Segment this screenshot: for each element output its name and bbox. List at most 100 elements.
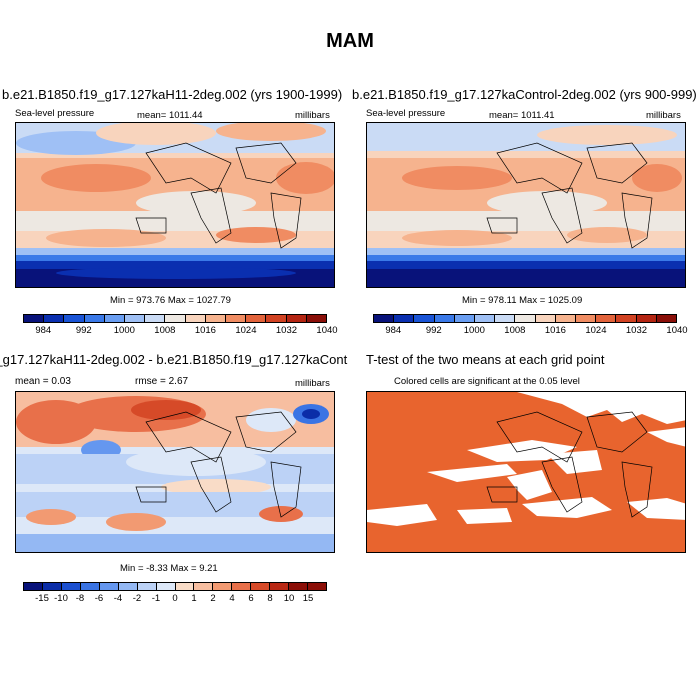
slp-map-control-field <box>367 123 685 287</box>
colorbar-tick-label: 6 <box>248 593 254 604</box>
colorbar-tick-label: 15 <box>302 593 314 604</box>
colorbar-tick-label: 1016 <box>544 325 566 336</box>
colorbar-swatch <box>555 315 577 322</box>
colorbar-swatch <box>394 315 415 322</box>
colorbar-swatch <box>232 583 252 590</box>
slp-diff-map-field <box>16 392 334 552</box>
colorbar-tick-label: 1000 <box>113 325 135 336</box>
colorbar-tick-label: 1 <box>191 593 197 604</box>
colorbar-labels-top-left: 984 992 1000 1008 1016 1024 1032 1040 <box>23 325 337 337</box>
colorbar-tick-label: 1016 <box>194 325 216 336</box>
ttest-significance-field <box>367 392 685 552</box>
colorbar-swatch <box>156 583 176 590</box>
panel-title-top-left: b.e21.B1850.f19_g17.127kaH11-2deg.002 (y… <box>2 87 343 102</box>
colorbar-swatch <box>515 315 536 322</box>
colorbar-swatch <box>80 583 100 590</box>
colorbar-tick-label: 984 <box>35 325 52 336</box>
colorbar-tick-label: 1040 <box>316 325 338 336</box>
colorbar-swatch <box>495 315 516 322</box>
colorbar-swatch <box>374 315 395 322</box>
colorbar-swatch <box>84 315 105 322</box>
colorbar-tick-label: -2 <box>132 593 142 604</box>
variable-label-top-left: Sea-level pressure <box>15 108 95 119</box>
colorbar-swatch <box>99 583 119 590</box>
colorbar-swatch <box>104 315 126 322</box>
mean-label-top-left: mean= 1011.44 <box>137 110 203 121</box>
minmax-top-right: Min = 978.11 Max = 1025.09 <box>462 295 583 306</box>
colorbar-tick-label: 992 <box>75 325 92 336</box>
colorbar-labels-bottom-left: -15 -10 -8 -6 -4 -2 -1 0 1 2 4 6 8 10 15 <box>23 593 327 605</box>
significant-cells <box>367 392 685 552</box>
diff-mean-label: mean = 0.03 <box>15 376 71 387</box>
colorbar-top-right <box>373 314 677 323</box>
slp-diff-map <box>15 391 335 553</box>
colorbar-tick-label: 1024 <box>235 325 257 336</box>
panel-subtitle-bottom-right: Colored cells are significant at the 0.0… <box>394 376 580 387</box>
colorbar-swatch <box>246 315 267 322</box>
colorbar-swatch <box>185 315 206 322</box>
colorbar-swatch <box>42 583 62 590</box>
colorbar-swatch <box>24 583 43 590</box>
panel-title-bottom-left: b.e21.B1850.f19_g17.127kaH11-2deg.002 - … <box>0 352 348 367</box>
colorbar-swatch <box>414 315 435 322</box>
colorbar-swatch <box>308 583 326 590</box>
colorbar-tick-label: -4 <box>113 593 123 604</box>
panel-title-bottom-left-clip: b.e21.B1850.f19_g17.127kaH11-2deg.002 - … <box>0 352 348 370</box>
colorbar-swatch <box>44 315 65 322</box>
minmax-top-left: Min = 973.76 Max = 1027.79 <box>110 295 231 306</box>
colorbar-bottom-left <box>23 582 327 591</box>
colorbar-tick-label: 1000 <box>463 325 485 336</box>
colorbar-swatch <box>137 583 157 590</box>
panel-title-bottom-right: T-test of the two means at each grid poi… <box>366 352 605 367</box>
colorbar-tick-label: 2 <box>210 593 216 604</box>
colorbar-tick-label: 8 <box>267 593 273 604</box>
minmax-bottom-left: Min = -8.33 Max = 9.21 <box>120 563 218 574</box>
colorbar-tick-label: -6 <box>94 593 104 604</box>
colorbar-swatch <box>251 583 271 590</box>
mean-label-top-right: mean= 1011.41 <box>489 110 555 121</box>
figure-title: MAM <box>326 30 374 52</box>
colorbar-swatch <box>286 315 307 322</box>
variable-label-top-right: Sea-level pressure <box>366 108 446 119</box>
colorbar-swatch <box>454 315 476 322</box>
colorbar-tick-label: 984 <box>385 325 402 336</box>
slp-map-control <box>366 122 686 288</box>
colorbar-swatch <box>266 315 287 322</box>
colorbar-tick-label: 1032 <box>275 325 298 336</box>
colorbar-swatch <box>656 315 677 322</box>
colorbar-swatch <box>226 315 247 322</box>
colorbar-tick-label: 10 <box>283 593 295 604</box>
colorbar-tick-label: 992 <box>425 325 442 336</box>
colorbar-tick-label: -1 <box>151 593 161 604</box>
colorbar-swatch <box>205 315 227 322</box>
colorbar-swatch <box>289 583 309 590</box>
colorbar-swatch <box>213 583 233 590</box>
colorbar-swatch <box>596 315 617 322</box>
colorbar-tick-label: 1008 <box>154 325 176 336</box>
colorbar-tick-label: -10 <box>54 593 68 604</box>
colorbar-swatch <box>118 583 138 590</box>
colorbar-swatch <box>306 315 327 322</box>
colorbar-tick-label: -8 <box>75 593 85 604</box>
colorbar-swatch <box>61 583 81 590</box>
panel-title-top-right: b.e21.B1850.f19_g17.127kaControl-2deg.00… <box>352 87 697 102</box>
colorbar-swatch <box>64 315 85 322</box>
colorbar-swatch <box>24 315 45 322</box>
colorbar-tick-label: 1032 <box>625 325 648 336</box>
colorbar-swatch <box>576 315 597 322</box>
colorbar-swatch <box>434 315 455 322</box>
colorbar-tick-label: -15 <box>35 593 49 604</box>
slp-map-exp <box>15 122 335 288</box>
colorbar-swatch <box>535 315 556 322</box>
colorbar-swatch <box>145 315 166 322</box>
colorbar-swatch <box>636 315 657 322</box>
colorbar-top-left <box>23 314 327 323</box>
ttest-significance-map <box>366 391 686 553</box>
units-label-top-right: millibars <box>646 110 681 121</box>
colorbar-tick-label: 1008 <box>504 325 526 336</box>
colorbar-tick-label: 1024 <box>585 325 607 336</box>
colorbar-swatch <box>616 315 637 322</box>
units-label-top-left: millibars <box>295 110 330 121</box>
diff-rmse-label: rmse = 2.67 <box>135 376 189 387</box>
colorbar-swatch <box>165 315 186 322</box>
